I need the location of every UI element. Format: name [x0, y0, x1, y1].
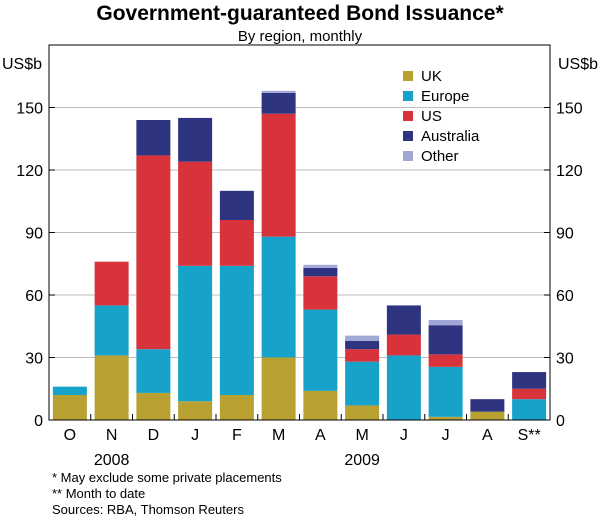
bar-segment-us: [94, 261, 129, 306]
bar-segment-uk: [470, 411, 505, 420]
legend-swatch-australia: [403, 131, 413, 141]
legend-swatch-europe: [403, 91, 413, 101]
legend-label-other: Other: [421, 148, 459, 165]
bar-segment-us: [136, 155, 171, 350]
bar-segment-australia: [261, 92, 296, 114]
legend-swatch-uk: [403, 71, 413, 81]
legend-label-europe: Europe: [421, 88, 469, 105]
legend-swatch-other: [403, 151, 413, 161]
right-axis-unit: US$b: [558, 56, 598, 73]
legend-label-uk: UK: [421, 68, 442, 85]
x-year-label: 2009: [344, 452, 380, 469]
bar-segment-europe: [303, 309, 338, 391]
footnote-month-to-date: ** Month to date: [52, 486, 146, 501]
x-category-label: A: [482, 427, 493, 444]
bar-segment-other: [303, 264, 338, 268]
right-tick-label: 90: [556, 226, 574, 243]
left-tick-label: 120: [16, 163, 43, 180]
right-tick-label: 30: [556, 351, 574, 368]
bar-segment-europe: [512, 399, 547, 420]
left-tick-label: 30: [25, 351, 43, 368]
bar-segment-uk: [219, 395, 254, 420]
chart-title: Government-guaranteed Bond Issuance*: [96, 2, 504, 25]
chart-subtitle: By region, monthly: [237, 28, 363, 45]
bar-segment-australia: [386, 305, 421, 335]
bar-segment-europe: [52, 386, 87, 395]
bar-segment-europe: [345, 361, 380, 406]
bar-segment-uk: [261, 357, 296, 420]
left-axis-unit: US$b: [2, 56, 42, 73]
bar-segment-uk: [94, 355, 129, 420]
bar-segment-australia: [178, 117, 213, 162]
bar-segment-australia: [428, 325, 463, 355]
right-tick-label: 60: [556, 288, 574, 305]
bar-segment-us: [428, 354, 463, 367]
x-category-label: M: [272, 427, 285, 444]
bar-segment-uk: [345, 405, 380, 420]
left-tick-label: 150: [16, 101, 43, 118]
bar-segment-uk: [136, 392, 171, 420]
left-tick-label: 90: [25, 226, 43, 243]
bar-segment-europe: [136, 349, 171, 393]
bar-segment-uk: [303, 390, 338, 420]
bar-segment-uk: [428, 416, 463, 420]
bar-segment-australia: [512, 372, 547, 389]
left-tick-label: 60: [25, 288, 43, 305]
legend-label-us: US: [421, 108, 442, 125]
legend-label-australia: Australia: [421, 128, 480, 145]
chart-notes: * May exclude some private placements **…: [52, 470, 282, 518]
x-category-label: O: [64, 427, 76, 444]
legend-swatch-us: [403, 111, 413, 121]
bar-segment-uk: [178, 401, 213, 420]
x-category-label: A: [315, 427, 326, 444]
bar-segment-other: [261, 90, 296, 93]
bar-segment-other: [428, 320, 463, 326]
x-category-label: S**: [518, 427, 541, 444]
bar-segment-us: [303, 276, 338, 310]
left-tick-label: 0: [34, 413, 43, 430]
x-category-label: N: [106, 427, 118, 444]
x-category-label: M: [355, 427, 368, 444]
x-category-label: F: [232, 427, 242, 444]
bar-segment-europe: [261, 236, 296, 358]
bar-segment-us: [345, 349, 380, 362]
bar-segment-us: [178, 161, 213, 266]
right-tick-label: 150: [556, 101, 583, 118]
bar-segment-us: [512, 388, 547, 400]
right-tick-label: 120: [556, 163, 583, 180]
bar-segment-europe: [219, 265, 254, 395]
bar-segment-europe: [386, 355, 421, 420]
x-year-label: 2008: [94, 452, 130, 469]
bar-segment-europe: [178, 265, 213, 402]
bar-segment-australia: [303, 267, 338, 277]
footnote-private-placements: * May exclude some private placements: [52, 470, 282, 485]
bar-segment-australia: [219, 190, 254, 220]
x-category-label: J: [400, 427, 408, 444]
bar-segment-australia: [136, 120, 171, 156]
sources-note: Sources: RBA, Thomson Reuters: [52, 502, 244, 517]
x-category-label: J: [191, 427, 199, 444]
bar-segment-uk: [52, 395, 87, 420]
bar-segment-us: [219, 220, 254, 266]
bar-segment-us: [386, 334, 421, 356]
right-tick-label: 0: [556, 413, 565, 430]
bar-segment-other: [345, 335, 380, 341]
bar-segment-us: [261, 113, 296, 237]
x-category-label: D: [148, 427, 160, 444]
x-category-label: J: [442, 427, 450, 444]
bar-segment-australia: [470, 399, 505, 412]
bar-segment-australia: [345, 340, 380, 350]
bar-segment-europe: [94, 305, 129, 356]
bar-segment-europe: [428, 366, 463, 417]
